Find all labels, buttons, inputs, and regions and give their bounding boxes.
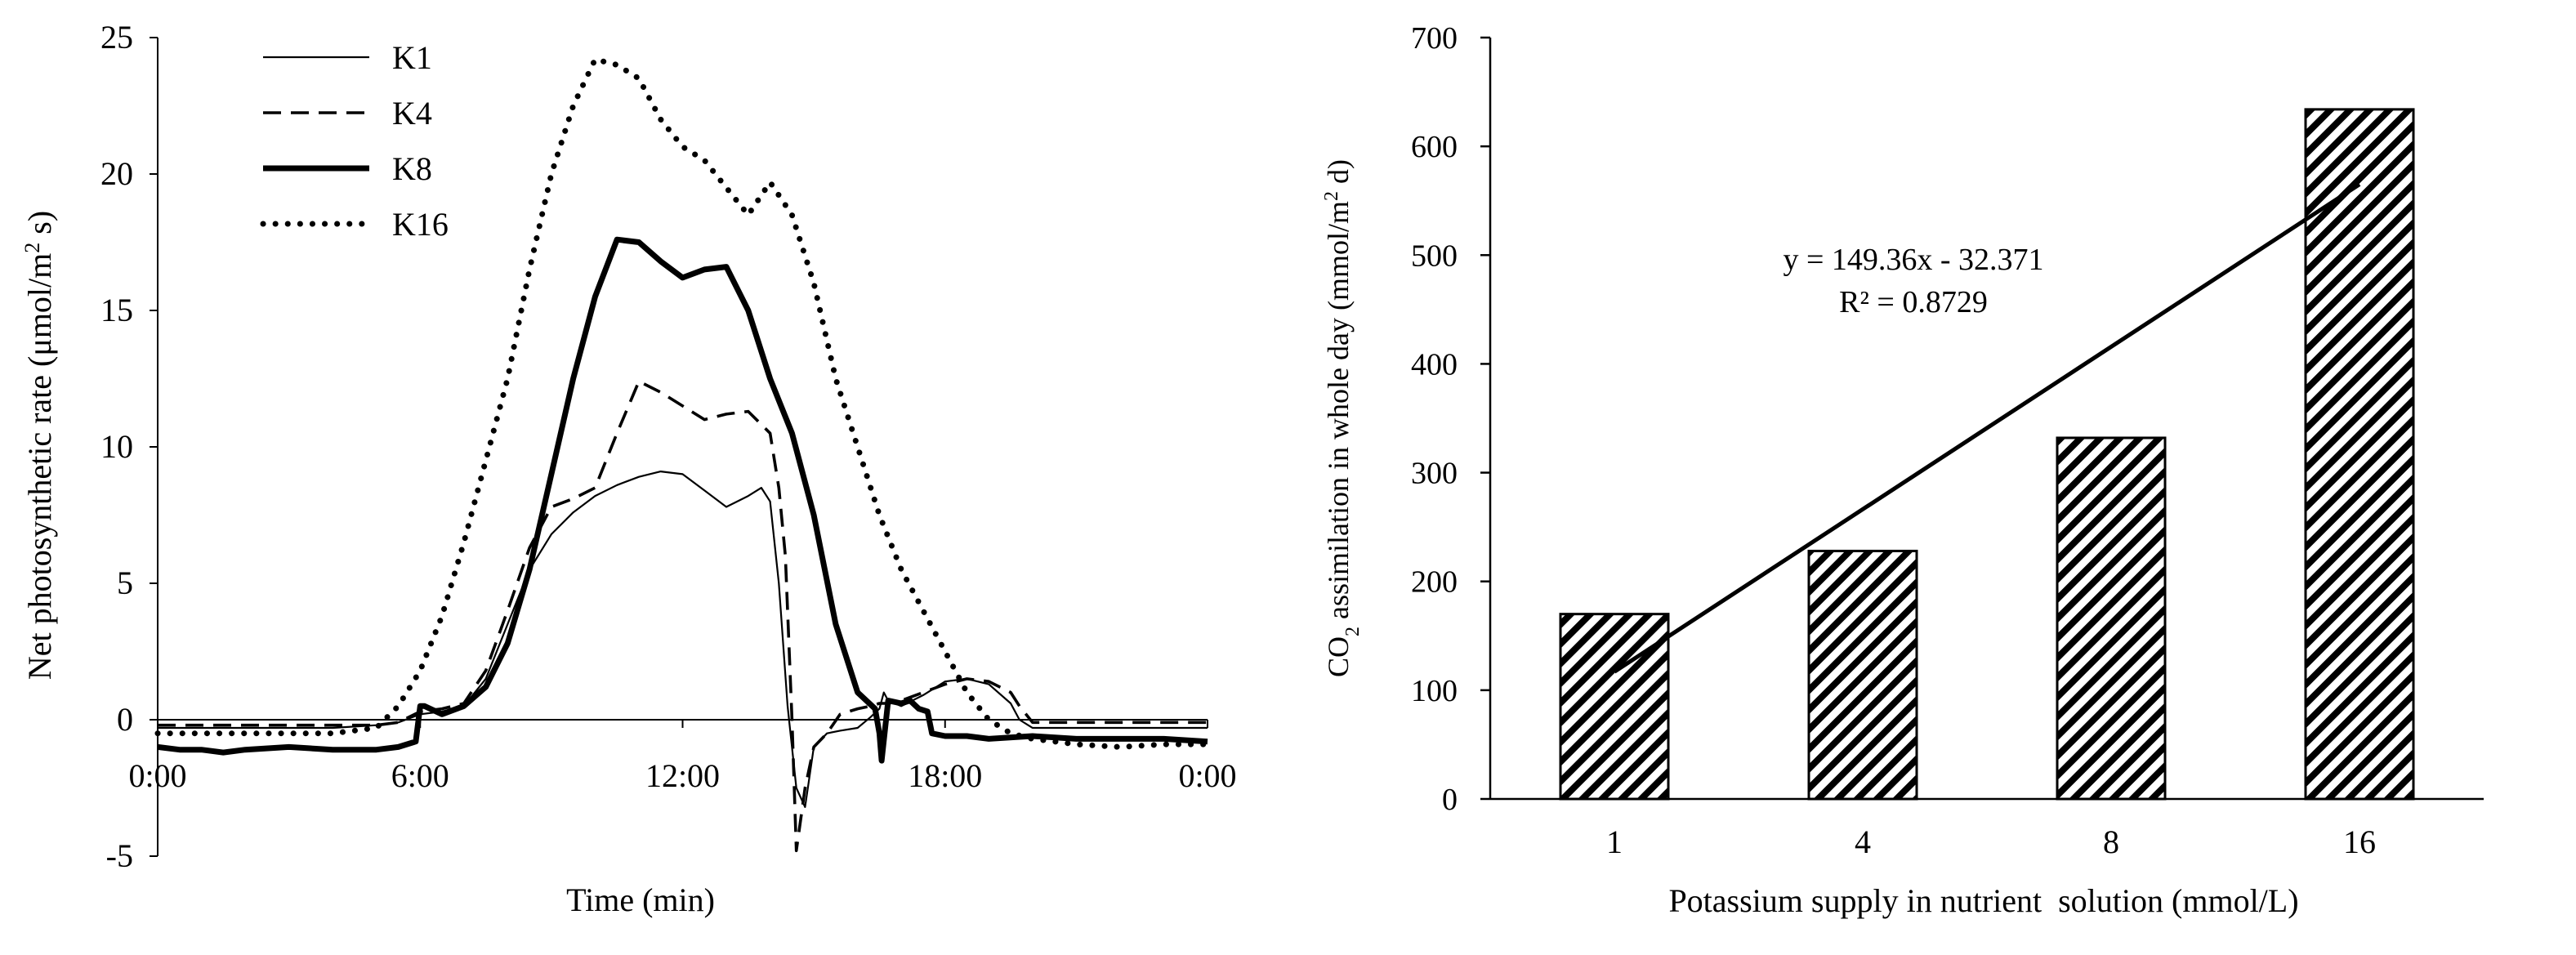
line-chart-x-tick-label: 0:00 [1178,757,1236,794]
bar-chart-y-tick-label: 0 [1442,783,1458,817]
linear-trendline [1613,182,2361,674]
line-chart-x-tick-label: 6:00 [391,757,449,794]
bar-chart-bars [1559,108,2415,801]
line-chart-axes: -5 0 5 10 15 20 25 0:00 6:00 12:00 18:00 0:00 [100,19,1237,874]
line-chart-x-tick-label: 18:00 [908,757,982,794]
bar-chart-y-axis-label-sub: 2 [1342,627,1364,636]
bar-chart-x-tick-label: 8 [2103,823,2119,860]
line-chart-y-tick-label: 20 [100,155,133,192]
bar-4 [1807,549,1918,801]
bar-1 [1559,613,1670,801]
line-chart-y-axis-label-tail: s) [21,211,58,243]
line-chart-legend: K1 K4 K8 K16 [260,39,449,243]
legend-label-k1: K1 [392,39,432,76]
series-line-k16 [154,56,1211,750]
bar-chart-y-tick-label: 400 [1411,347,1458,382]
series-line-k4 [158,379,1208,853]
bar-chart-x-tick-label: 1 [1606,823,1623,860]
bar-chart-x-axis-label: Potassium supply in nutrient solution (m… [1668,882,2298,919]
legend-label-k16: K16 [392,206,449,243]
bar-8 [2056,436,2167,801]
trendline-equation: y = 149.36x - 32.371 [1783,243,2043,277]
legend-label-k8: K8 [392,150,432,187]
line-chart-y-axis-label-unit: μmol/m [21,253,58,356]
series-line-k8 [157,236,1208,764]
legend-label-k4: K4 [392,95,432,132]
bar-chart-y-axis-label-tail: d) [1322,159,1355,191]
bar-chart-y-tick-label: 600 [1411,130,1458,164]
bar-chart-y-axis-label-sup: 2 [1321,191,1342,201]
bar-chart-y-tick-label: 500 [1411,239,1458,273]
line-chart-y-tick-label: 25 [100,19,133,56]
bar-chart-y-axis-label-pre: CO [1322,636,1355,677]
bar-chart-y-tick-label: 300 [1411,457,1458,491]
bar-chart-x-tick-label: 4 [1855,823,1871,860]
bar-chart-y-tick-label: 200 [1411,565,1458,600]
line-chart-y-axis-label: Net photosynthetic rate (μmol/m2 s) [20,211,59,680]
line-chart-x-tick-label: 0:00 [128,757,186,794]
bar-chart-y-tick-label: 100 [1411,674,1458,708]
bar-chart-y-tick-label: 700 [1411,21,1458,56]
line-chart-y-axis-label-main: Net photosynthetic rate ( [21,356,58,681]
bar-chart: 0 100 200 300 400 500 600 700 1 4 8 16 y = 149.36x … [1321,21,2484,919]
line-chart-y-tick-label: 5 [117,565,133,601]
line-chart-y-axis-label-sup: 2 [20,243,44,253]
line-chart-y-tick-label: 0 [117,701,133,738]
bar-chart-trendline [1613,182,2361,674]
bar-chart-y-axis-label-mid: assimilation in whole day (mmol/m [1322,201,1355,627]
line-chart-y-tick-label: 10 [100,428,133,465]
line-chart-y-tick-label: -5 [106,837,133,874]
bar-chart-y-axis-label: CO2 assimilation in whole day (mmol/m2 d… [1321,159,1364,677]
bar-chart-x-tick-label: 16 [2343,823,2376,860]
line-chart-series [154,56,1211,853]
line-chart-x-axis-label: Time (min) [566,881,715,918]
line-chart-y-tick-label: 15 [100,292,133,328]
trendline-r-squared: R² = 0.8729 [1839,285,1988,319]
line-chart-x-tick-label: 12:00 [645,757,720,794]
bar-16 [2304,108,2415,801]
